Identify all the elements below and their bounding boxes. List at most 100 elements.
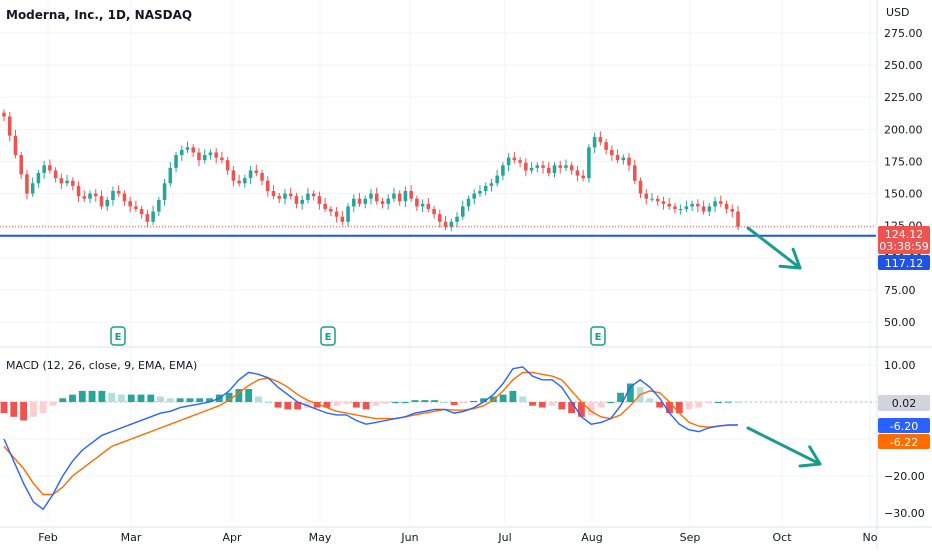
candle-body [116,190,121,194]
macd-histogram-bar [274,402,282,408]
candle-body [661,201,666,204]
candle-body [179,149,184,156]
macd-histogram-bar [372,402,380,406]
macd-histogram-bar [284,402,292,410]
signal-line [3,371,739,496]
candle-body [478,190,482,194]
countdown-tag: 03:38:59 [879,240,928,253]
candle-body [71,180,75,186]
date-tick-label: Aug [581,531,602,544]
macd-histogram-bar [303,402,311,408]
candle-body [254,170,259,174]
earnings-badge-label: E [595,332,602,343]
macd-histogram-bar [0,402,8,414]
date-tick-label: Jul [497,531,511,544]
candle-body [174,155,178,168]
earnings-badge-label: E [115,332,122,343]
macd-histogram-bar [39,402,47,414]
candle-body [283,193,287,199]
macd-line [3,366,738,511]
macd-trend-arrow-head [798,445,822,468]
macd-tick-label: 10.00 [884,359,916,372]
support-level-tag-bg [878,255,930,270]
candle-body [82,196,87,199]
candle-body [724,203,729,209]
macd-histogram-bar [98,390,106,402]
candle-body [420,203,425,207]
candle-body [93,193,98,197]
candle-body [25,174,29,194]
candle-body [231,170,236,181]
macd-histogram-bar [235,389,243,402]
candle-body [162,183,167,200]
macd-histogram-bar [157,396,165,402]
price-tick-label: 200.00 [884,123,923,136]
candle-body [53,170,58,179]
earnings-badge-label: E [325,332,332,343]
candle-body [168,167,173,184]
price-tick-label: 275.00 [884,27,923,40]
macd-histogram-bar [196,398,204,402]
macd-histogram-bar [568,402,576,414]
macd-histogram-bar [69,394,76,402]
macd-histogram-bar [108,392,116,402]
earnings-badge[interactable] [110,326,126,346]
macd-histogram-bar [519,396,527,402]
macd-histogram-bar [724,401,732,403]
candle-body [518,160,522,163]
candle-body [357,198,362,204]
macd-histogram-bar [29,402,37,417]
candle-body [655,198,660,202]
earnings-badge[interactable] [590,326,606,346]
macd-histogram-bar [607,402,615,403]
candle-body [524,162,528,171]
date-tick-label: Feb [38,531,57,544]
trend-arrow [746,226,802,270]
candle-body [541,165,545,168]
candle-body [730,208,735,212]
candle-body [76,185,81,197]
candle-body [627,157,631,166]
macd-histogram-bar [617,392,624,402]
candle-body [237,180,241,184]
candle-body [151,211,155,222]
macd-histogram-bar [646,398,654,402]
candle-body [483,185,488,191]
candle-body [30,183,35,194]
macd-histogram-bar [294,402,302,410]
candle-body [191,147,196,153]
candle-body [564,165,568,168]
earnings-badge[interactable] [320,326,336,346]
candle-body [615,155,620,161]
candle-body [592,137,597,148]
macd-histogram-bar [529,402,536,406]
candle-body [306,193,310,200]
macd-histogram-bar [10,402,18,417]
candle-body [569,165,574,171]
macd-histogram-bar [118,394,125,402]
candle-body [466,198,471,207]
macd-histogram-bar [734,401,742,403]
macd-histogram-bar [127,394,135,402]
candle-body [684,206,689,209]
macd-histogram-bar [675,402,683,414]
candle-body [48,165,52,171]
candle-body [575,170,580,176]
price-tick-label: 225.00 [884,91,923,104]
candle-body [2,112,6,117]
candle-body [220,157,224,161]
candle-body [288,193,293,197]
candle-body [392,193,396,199]
candle-body [386,198,390,204]
candle-body [558,165,563,168]
macd-histogram-bar [558,402,566,410]
candle-body [529,167,534,171]
candle-body [604,142,608,150]
macd-histogram-bar [392,402,399,403]
macd-histogram-bar [166,398,174,402]
candle-body [415,198,419,207]
candle-body [42,165,46,174]
candle-body [352,198,356,207]
